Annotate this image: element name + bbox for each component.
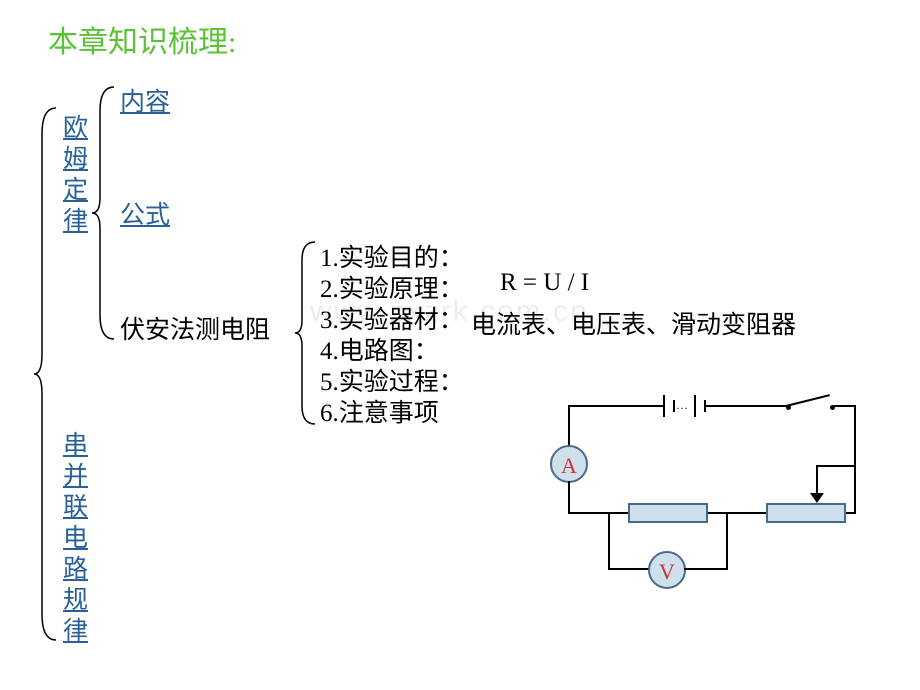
circuit-diagram: … A V [548,395,868,605]
voltammetry-label: 伏安法测电阻 [120,310,270,346]
content-label[interactable]: 内容 [120,82,170,118]
exp-item-6: 6.注意事项 [320,393,439,429]
series-parallel-label[interactable]: 串并联电路规律 [63,430,88,647]
exp-item-3-val: 电流表、电压表、滑动变阻器 [471,305,796,341]
formula-label[interactable]: 公式 [120,195,170,231]
exp-item-2-val: R = U / I [500,269,589,297]
experiment-brace [293,238,321,428]
ohm-brace [90,83,120,343]
main-brace [32,104,62,644]
voltmeter-icon: V [648,551,686,589]
page-title: 本章知识梳理: [48,17,236,61]
ammeter-icon: A [550,445,588,483]
ohm-law-label[interactable]: 欧姆定律 [63,113,88,237]
